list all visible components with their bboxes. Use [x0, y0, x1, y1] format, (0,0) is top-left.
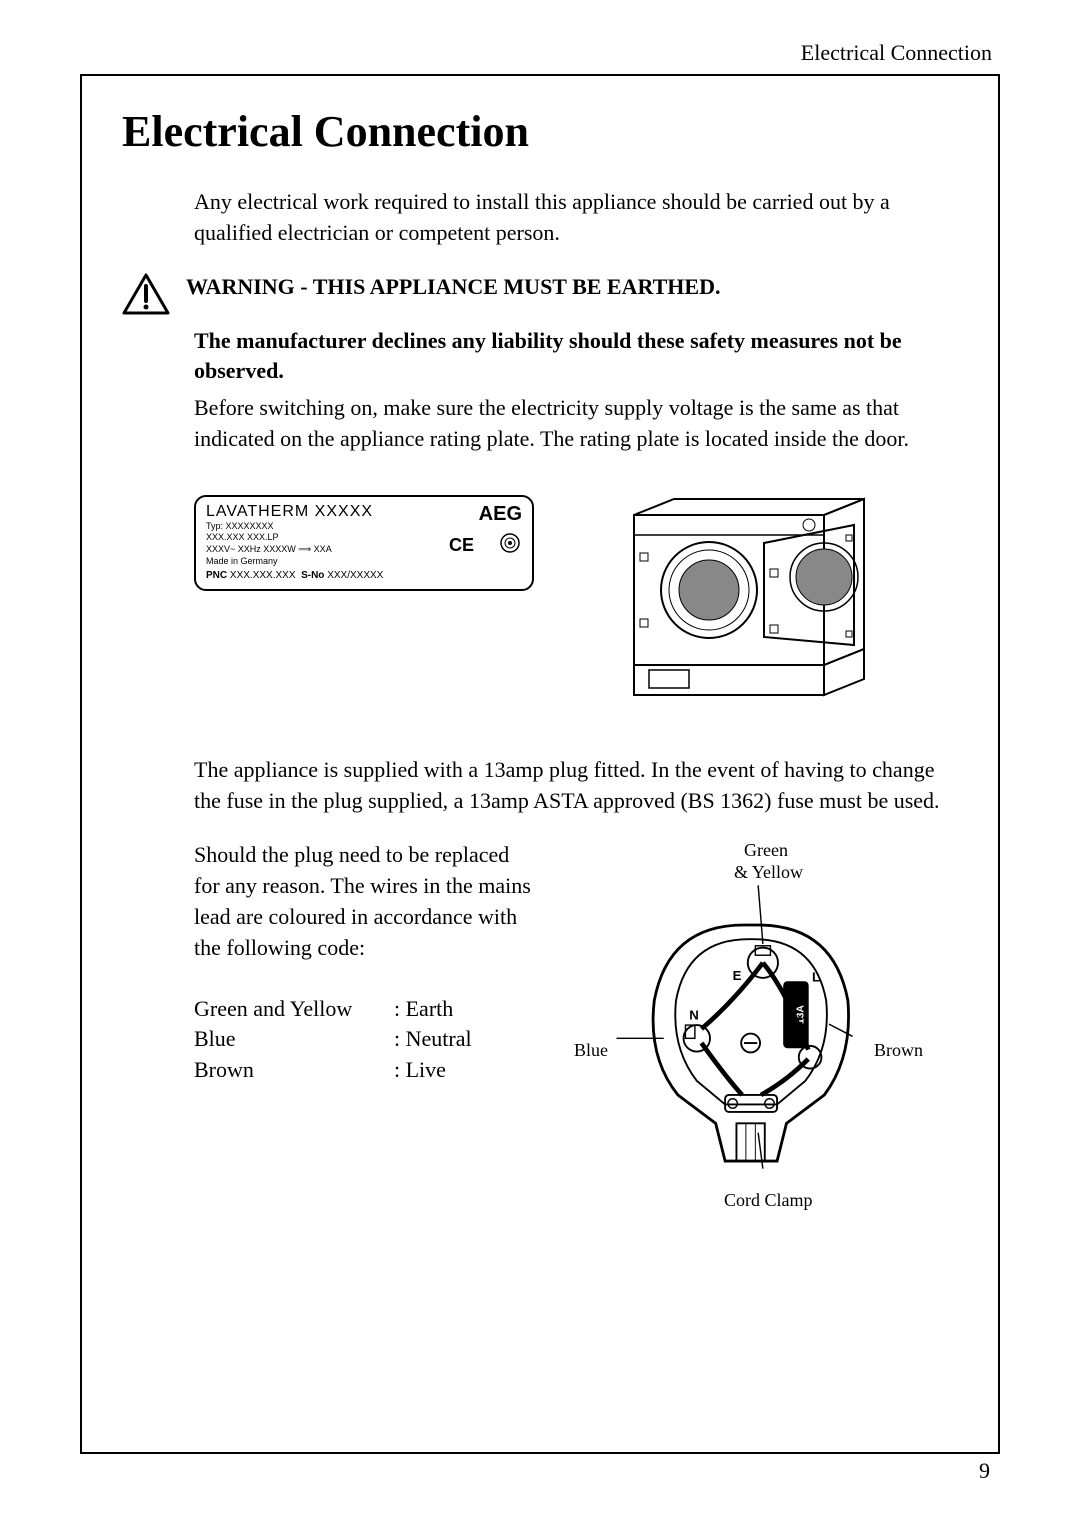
- wire-color-table: Green and Yellow : Earth Blue : Neutral …: [194, 994, 534, 1086]
- wire-meaning-0: : Earth: [394, 994, 453, 1025]
- fuse-paragraph: The appliance is supplied with a 13amp p…: [194, 755, 958, 817]
- plug-wiring-diagram: E N 13A L: [574, 840, 914, 1199]
- sno-label: S-No: [301, 570, 324, 581]
- terminal-e-label: E: [733, 968, 742, 983]
- dryer-diagram: [574, 495, 914, 715]
- page-title: Electrical Connection: [122, 106, 958, 157]
- wire-row-earth: Green and Yellow : Earth: [194, 994, 534, 1025]
- rating-plate-brand: AEG: [479, 503, 522, 526]
- sno-value: XXX/XXXXX: [327, 570, 383, 581]
- page-number: 9: [979, 1458, 990, 1484]
- terminal-n-label: N: [689, 1008, 699, 1023]
- rating-plate-line2: XXX.XXX XXX.LP: [206, 532, 522, 544]
- wire-color-1: Blue: [194, 1024, 394, 1055]
- wire-color-2: Brown: [194, 1055, 394, 1086]
- ce-mark-icon: CE: [449, 535, 474, 556]
- wire-color-0: Green and Yellow: [194, 994, 394, 1025]
- running-head: Electrical Connection: [80, 40, 1000, 66]
- wire-meaning-1: : Neutral: [394, 1024, 472, 1055]
- pnc-label: PNC: [206, 570, 227, 581]
- wire-meaning-2: : Live: [394, 1055, 446, 1086]
- before-switching-paragraph: Before switching on, make sure the elect…: [194, 393, 958, 455]
- plug-diagram-container: Green & Yellow Blue Brown Cord Clamp: [574, 840, 934, 1220]
- rating-plate-typ: Typ: XXXXXXXX: [206, 521, 522, 533]
- terminal-l-label: L: [812, 970, 820, 985]
- rating-plate-figure: LAVATHERM XXXXX AEG Typ: XXXXXXXX XXX.XX…: [194, 495, 534, 591]
- wire-row-neutral: Blue : Neutral: [194, 1024, 534, 1055]
- intro-paragraph: Any electrical work required to install …: [194, 187, 958, 249]
- rating-plate-pnc: PNC XXX.XXX.XXX S-No XXX/XXXXX: [206, 570, 522, 581]
- warning-heading: WARNING - THIS APPLIANCE MUST BE EARTHED…: [186, 273, 720, 302]
- warning-disclaimer: The manufacturer declines any liability …: [194, 326, 958, 388]
- content-frame: Electrical Connection Any electrical wor…: [80, 74, 1000, 1454]
- rating-plate-line3: XXXV~ XXHz XXXXW ⟹ XXA: [206, 544, 522, 556]
- certification-mark-icon: [500, 533, 520, 558]
- rating-plate-model: LAVATHERM XXXXX: [206, 503, 522, 521]
- pnc-value: XXX.XXX.XXX: [230, 570, 296, 581]
- warning-triangle-icon: [122, 273, 170, 320]
- wire-row-live: Brown : Live: [194, 1055, 534, 1086]
- plug-replace-paragraph: Should the plug need to be replaced for …: [194, 840, 534, 963]
- rating-plate-made-in: Made in Germany: [206, 556, 522, 568]
